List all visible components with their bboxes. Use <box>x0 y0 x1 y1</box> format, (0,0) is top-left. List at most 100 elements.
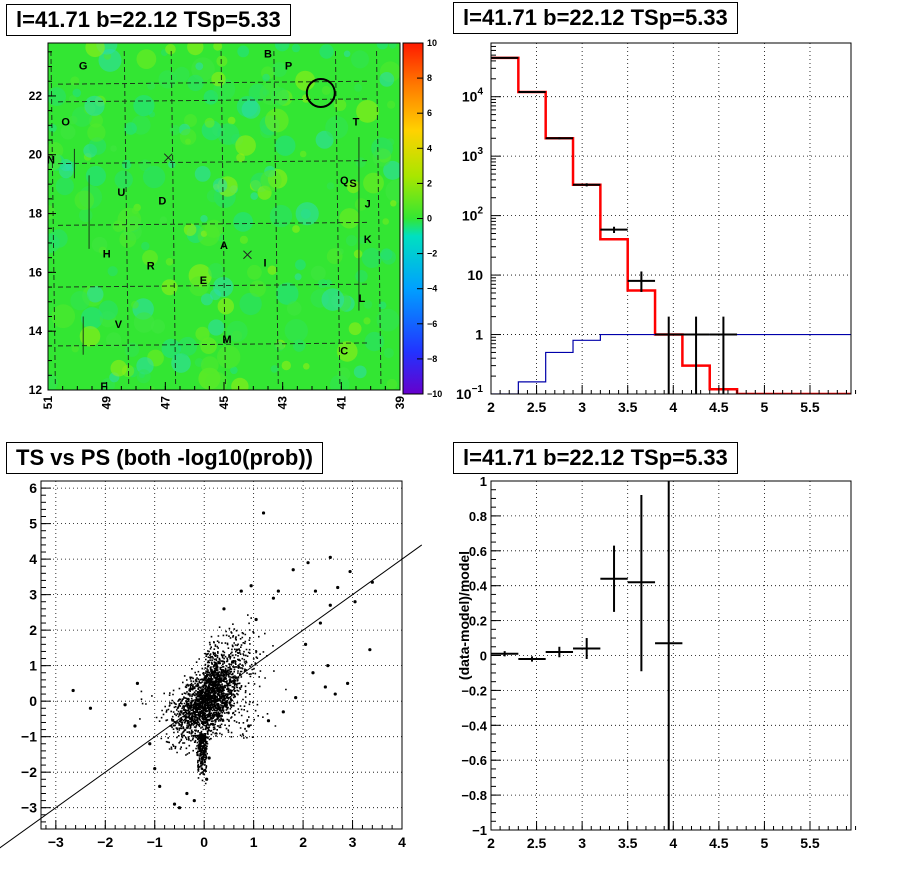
y-tick-label: −0.2 <box>461 683 487 698</box>
x-tick-label: 4 <box>669 835 677 851</box>
map-pixel-blob <box>208 263 224 279</box>
scatter-point <box>353 600 357 604</box>
residual-point <box>627 494 656 672</box>
x-tick-label: 2 <box>487 399 495 415</box>
map-pixel-blob <box>187 43 204 56</box>
map-pixel-blob <box>216 55 228 67</box>
map-pixel-blob <box>231 377 249 390</box>
scatter-point <box>88 706 93 710</box>
map-pixel-blob <box>208 319 225 336</box>
map-texture <box>48 43 400 390</box>
map-pixel-blob <box>169 124 180 136</box>
colorbar-tick-label: 8 <box>427 73 432 83</box>
map-pixel-blob <box>117 207 142 232</box>
y-tick-label: 10 <box>467 267 483 283</box>
map-pixel-blob <box>217 298 234 315</box>
map-pixel-blob <box>98 246 107 255</box>
map-pixel-blob <box>295 70 316 91</box>
x-tick-label: 2 <box>299 834 307 850</box>
map-pixel-blob <box>351 50 369 69</box>
colorbar-tick-label: −2 <box>427 249 437 259</box>
x-tick-label: 45 <box>217 396 231 410</box>
x-tick-label: 3.5 <box>618 399 638 415</box>
y-tick-label: −1 <box>472 823 487 838</box>
source-cross <box>163 153 173 163</box>
map-pixel-blob <box>381 249 397 265</box>
region-label: R <box>147 260 155 272</box>
data-point <box>627 271 656 292</box>
colorbar-tick-label: 10 <box>427 38 437 48</box>
sky-map-panel: G B P O T N Q S U D J A K H R I E L V M C F 51 49 47 45 43 41 39 12 14… <box>29 38 443 410</box>
scatter-point <box>249 584 253 588</box>
map-pixel-blob <box>270 365 279 373</box>
map-pixel-blob <box>85 43 105 58</box>
map-pixel-blob <box>292 339 306 352</box>
map-pixel-blob <box>150 319 166 334</box>
region-label: E <box>200 275 207 287</box>
map-pixel-blob <box>217 345 241 369</box>
map-pixel-blob <box>184 114 197 127</box>
map-pixel-blob <box>78 208 93 223</box>
map-pixel-blob <box>159 216 168 224</box>
map-pixel-blob <box>227 116 236 125</box>
scatter-point <box>153 767 157 771</box>
scatter-point <box>185 791 189 796</box>
map-pixel-blob <box>379 72 395 87</box>
x-tick-label: 0 <box>200 834 208 850</box>
plot-frame <box>40 480 403 830</box>
map-pixel-blob <box>303 363 310 370</box>
colorbar-tick-label: 2 <box>427 178 432 188</box>
map-pixel-blob <box>161 279 178 296</box>
map-pixel-blob <box>363 300 373 309</box>
map-pixel-blob <box>142 250 158 266</box>
y-tick-label: 1 <box>475 327 483 343</box>
map-pixel-blob <box>269 204 293 228</box>
map-pixel-blob <box>60 124 76 140</box>
region-label: U <box>117 187 125 199</box>
map-pixel-blob <box>284 319 308 343</box>
map-pixel-blob <box>171 353 191 373</box>
y-tick-label: 0.6 <box>469 544 487 559</box>
map-pixel-blob <box>355 270 368 283</box>
x-tick-label: −1 <box>147 834 163 850</box>
scatter-point <box>247 724 251 728</box>
map-pixel-blob <box>124 122 137 135</box>
map-pixel-blob <box>87 123 106 142</box>
scatter-cloud <box>139 614 287 785</box>
scatter-point <box>177 806 182 810</box>
map-pixel-blob <box>68 115 78 125</box>
map-pixel-blob <box>295 259 306 271</box>
map-pixel-blob <box>281 360 291 371</box>
map-pixel-blob <box>206 189 220 203</box>
map-pixel-blob <box>142 165 166 189</box>
region-label: L <box>358 293 365 305</box>
map-pixel-blob <box>148 386 155 390</box>
y-tick-base: 10 <box>462 89 478 105</box>
region-label: O <box>61 116 70 128</box>
map-pixel-blob <box>262 89 270 96</box>
y-tick-label: 0.8 <box>469 509 487 524</box>
region-label: G <box>79 60 88 72</box>
map-pixel-blob <box>79 326 101 347</box>
colorbar-tick-label: 0 <box>427 214 432 224</box>
map-pixel-blob <box>86 285 104 303</box>
map-pixel-blob <box>114 170 133 189</box>
map-pixel-blob <box>70 291 90 311</box>
map-pixel-blob <box>337 367 351 381</box>
map-pixel-blob <box>363 317 371 325</box>
map-pixel-blob <box>200 356 219 374</box>
data-point <box>600 226 628 234</box>
y-tick-label: 5 <box>29 516 37 532</box>
scatter-point <box>318 621 323 625</box>
map-pixel-blob <box>385 179 400 203</box>
map-title: l=41.71 b=22.12 TSp=5.33 <box>6 4 291 36</box>
x-tick-label: −2 <box>97 834 113 850</box>
colorbar-tick-label: 4 <box>427 143 432 153</box>
x-tick-label: 2.5 <box>527 399 547 415</box>
region-label: S <box>349 178 356 190</box>
y-tick-label: 103 <box>462 146 484 164</box>
x-tick-label: 51 <box>41 396 55 410</box>
x-tick-label: 39 <box>393 396 407 410</box>
